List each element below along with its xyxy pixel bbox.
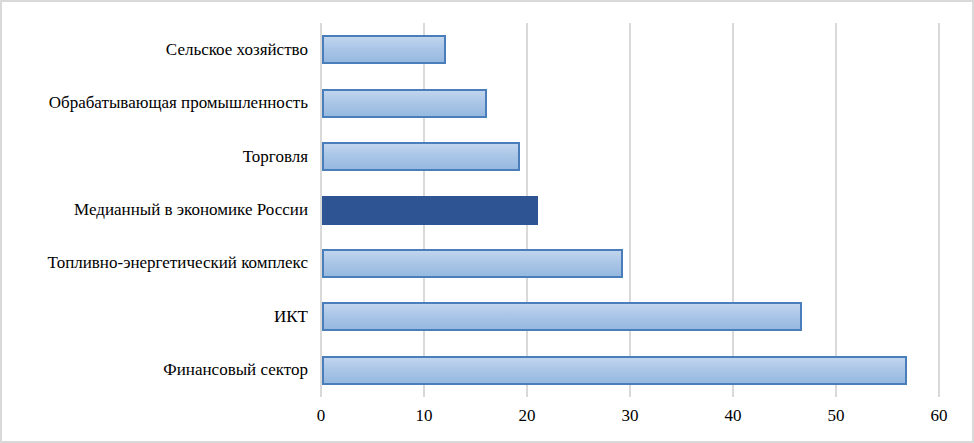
bar — [322, 249, 623, 278]
gridline-30 — [629, 23, 631, 397]
x-tick-label-20: 20 — [505, 406, 549, 426]
gridline-50 — [835, 23, 837, 397]
category-label: Обрабатывающая промышленность — [2, 76, 308, 129]
category-label: Сельское хозяйство — [2, 23, 308, 76]
bar-highlight — [322, 196, 538, 225]
bar — [322, 356, 907, 385]
category-label: Топливно-энергетический комплекс — [2, 237, 308, 290]
gridline-60 — [938, 23, 940, 397]
category-label: Финансовый сектор — [2, 344, 308, 397]
bar — [322, 89, 487, 118]
x-tick-label-60: 60 — [917, 406, 961, 426]
x-tick-label-0: 0 — [299, 406, 343, 426]
bar — [322, 35, 446, 64]
x-tick-label-10: 10 — [402, 406, 446, 426]
category-label: ИКТ — [2, 290, 308, 343]
category-label: Медианный в экономике России — [2, 183, 308, 236]
category-label: Торговля — [2, 130, 308, 183]
gridline-40 — [732, 23, 734, 397]
bar — [322, 302, 802, 331]
x-tick-label-40: 40 — [711, 406, 755, 426]
bar — [322, 142, 520, 171]
x-tick-label-50: 50 — [814, 406, 858, 426]
horizontal-bar-chart: Сельское хозяйствоОбрабатывающая промышл… — [0, 0, 974, 443]
x-tick-label-30: 30 — [608, 406, 652, 426]
